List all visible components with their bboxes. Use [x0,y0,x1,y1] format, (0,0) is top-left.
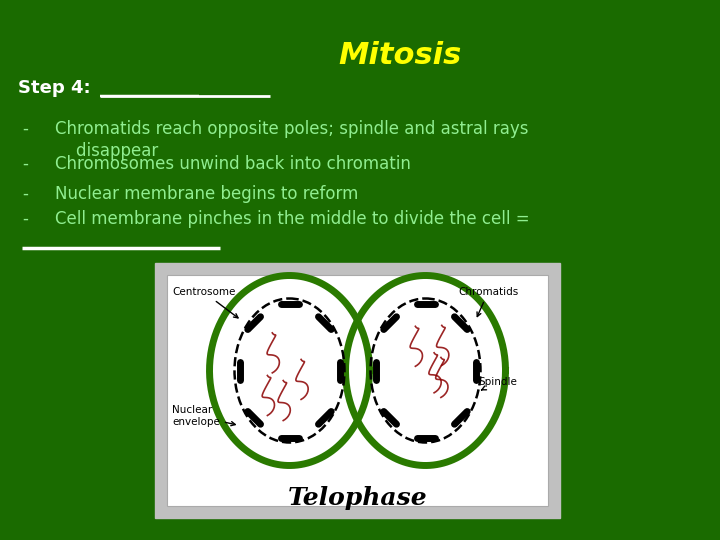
Text: Nuclear membrane begins to reform: Nuclear membrane begins to reform [55,185,359,203]
Text: Mitosis: Mitosis [338,40,462,70]
Bar [167,275,548,506]
Text: Chromosomes unwind back into chromatin: Chromosomes unwind back into chromatin [55,155,411,173]
Bar [155,263,560,518]
Text: Chromatids reach opposite poles; spindle and astral rays
    disappear: Chromatids reach opposite poles; spindle… [55,120,528,160]
Text: ___________: ___________ [100,79,199,97]
Text: Chromatids: Chromatids [458,287,518,316]
Text: -: - [22,155,28,173]
Text: Telophase: Telophase [288,486,427,510]
Text: Spindle: Spindle [478,377,517,390]
Text: Nuclear
envelope: Nuclear envelope [172,405,235,427]
Text: -: - [22,185,28,203]
Text: Cell membrane pinches in the middle to divide the cell =: Cell membrane pinches in the middle to d… [55,210,530,228]
Text: Centrosome: Centrosome [172,287,238,318]
Text: -: - [22,120,28,138]
Text: Step 4:: Step 4: [18,79,103,97]
Text: -: - [22,210,28,228]
